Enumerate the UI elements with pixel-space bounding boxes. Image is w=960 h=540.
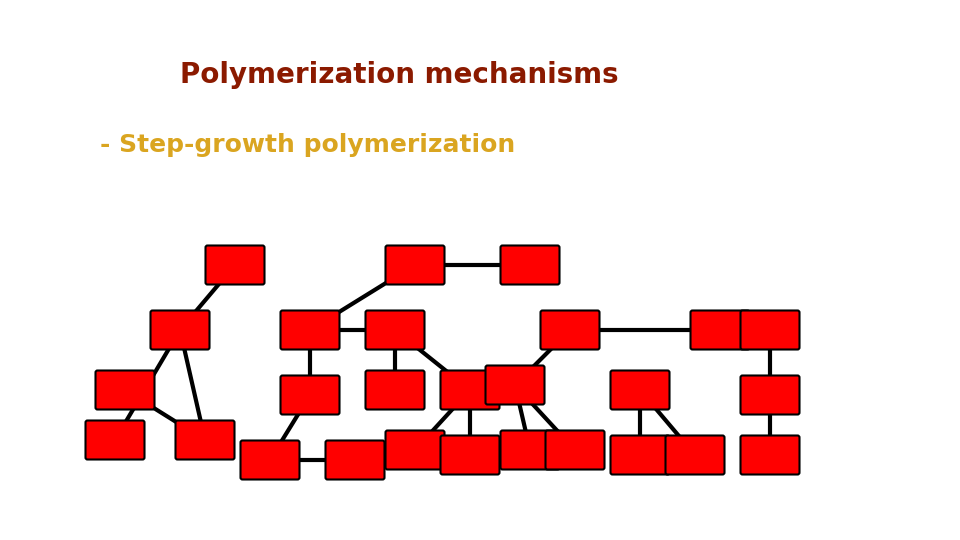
FancyBboxPatch shape: [366, 370, 424, 409]
FancyBboxPatch shape: [611, 435, 669, 475]
FancyBboxPatch shape: [545, 430, 605, 469]
FancyBboxPatch shape: [280, 375, 340, 415]
FancyBboxPatch shape: [176, 421, 234, 460]
FancyBboxPatch shape: [486, 366, 544, 404]
Text: Polymerization mechanisms: Polymerization mechanisms: [180, 61, 618, 89]
FancyBboxPatch shape: [366, 310, 424, 349]
Text: - Step-growth polymerization: - Step-growth polymerization: [100, 133, 516, 157]
FancyBboxPatch shape: [241, 441, 300, 480]
FancyBboxPatch shape: [386, 430, 444, 469]
FancyBboxPatch shape: [665, 435, 725, 475]
FancyBboxPatch shape: [740, 375, 800, 415]
FancyBboxPatch shape: [500, 246, 560, 285]
FancyBboxPatch shape: [690, 310, 750, 349]
FancyBboxPatch shape: [85, 421, 145, 460]
FancyBboxPatch shape: [611, 370, 669, 409]
FancyBboxPatch shape: [740, 310, 800, 349]
FancyBboxPatch shape: [740, 435, 800, 475]
FancyBboxPatch shape: [441, 370, 499, 409]
FancyBboxPatch shape: [540, 310, 599, 349]
FancyBboxPatch shape: [386, 246, 444, 285]
FancyBboxPatch shape: [205, 246, 265, 285]
FancyBboxPatch shape: [95, 370, 155, 409]
FancyBboxPatch shape: [500, 430, 560, 469]
FancyBboxPatch shape: [325, 441, 385, 480]
FancyBboxPatch shape: [441, 435, 499, 475]
FancyBboxPatch shape: [151, 310, 209, 349]
FancyBboxPatch shape: [280, 310, 340, 349]
